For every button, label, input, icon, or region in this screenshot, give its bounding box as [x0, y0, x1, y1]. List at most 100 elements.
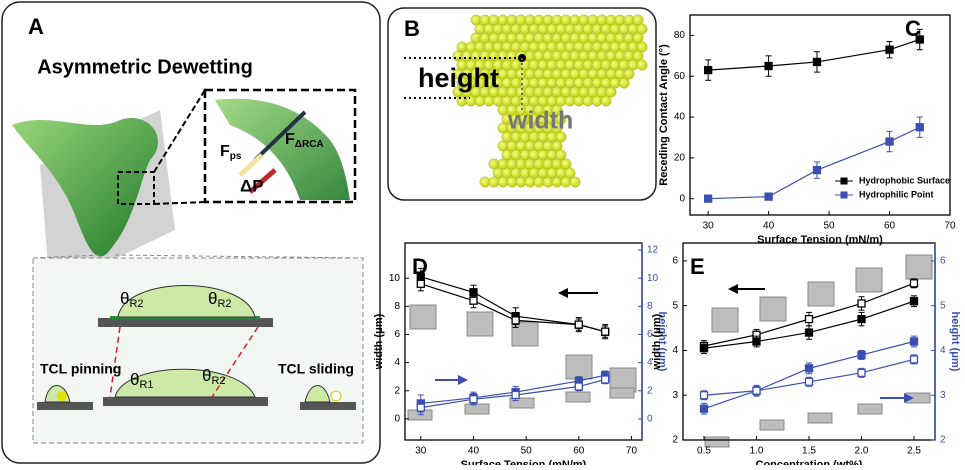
y-tick-label: 20	[674, 152, 686, 163]
marker	[512, 317, 519, 324]
marker	[705, 67, 712, 74]
y-tick-label: 4	[672, 345, 678, 356]
legend-label: Hydrophobic Surface	[859, 175, 950, 185]
figure: A Asymmetric Dewetting Fps FΔRCA ΔP θR2 …	[0, 0, 965, 465]
particle	[637, 60, 647, 70]
y-axis-title: width (μm)	[651, 313, 663, 370]
marker	[911, 338, 918, 345]
x-tick-label: 50	[521, 446, 533, 457]
y-tick-label: 6	[672, 256, 678, 267]
particle	[606, 87, 616, 97]
subscript: R2	[129, 298, 143, 310]
marker	[701, 345, 708, 352]
pressure-label: ΔP	[240, 176, 264, 195]
particle	[570, 177, 580, 187]
particle	[331, 391, 341, 401]
x-tick-label: 70	[944, 221, 956, 232]
symbol: F	[285, 131, 295, 148]
x-tick-label: 1.5	[802, 446, 816, 457]
symbol: F	[220, 143, 230, 160]
marker	[858, 300, 865, 307]
y-tick-label: 40	[674, 112, 686, 123]
plot-frame	[683, 243, 935, 440]
width-label: width	[507, 107, 573, 135]
y-tick-label: 5	[672, 300, 678, 311]
substrate	[300, 402, 356, 410]
y-tick-label: 2	[672, 435, 678, 446]
x-tick-label: 70	[626, 446, 638, 457]
y-tick-label: 3	[672, 390, 678, 401]
legend-marker	[841, 192, 848, 199]
y2-tick-label: 0	[647, 414, 653, 425]
particle	[601, 96, 611, 106]
x-tick-label: 60	[573, 446, 585, 457]
y-tick-label: 2	[394, 385, 400, 396]
marker	[470, 297, 477, 304]
marker	[806, 378, 813, 385]
marker	[858, 316, 865, 323]
x-axis-title: Surface Tension (mN/m)	[757, 234, 883, 246]
y-tick-label: 0	[394, 414, 400, 425]
particle	[624, 69, 634, 79]
marker	[701, 405, 708, 412]
subscript: ps	[230, 151, 242, 162]
x-tick-label: 50	[824, 221, 836, 232]
marker	[575, 383, 582, 390]
y2-tick-label: 12	[647, 245, 659, 256]
marker	[753, 387, 760, 394]
marker	[806, 316, 813, 323]
marker	[813, 167, 820, 174]
panel-title: Asymmetric Dewetting	[37, 56, 253, 78]
panel-label: E	[690, 254, 705, 279]
x-tick-label: 1.0	[750, 446, 764, 457]
marker	[858, 351, 865, 358]
marker	[705, 195, 712, 202]
marker	[886, 46, 893, 53]
marker	[575, 321, 582, 328]
symbol: θ	[130, 370, 139, 389]
particle	[619, 78, 629, 88]
marker	[765, 63, 772, 70]
substrate	[103, 397, 268, 406]
y-tick-label: 10	[389, 273, 401, 284]
marker	[858, 369, 865, 376]
marker	[417, 280, 424, 287]
x-axis-title: Concentration (wt%)	[756, 459, 863, 465]
panel-label: D	[412, 254, 428, 279]
subscript: R2	[211, 375, 225, 387]
particle	[57, 391, 67, 401]
y-tick-label: 4	[394, 357, 400, 368]
marker	[916, 124, 923, 131]
marker	[911, 356, 918, 363]
x-tick-label: 2.0	[855, 446, 869, 457]
y2-tick-label: 8	[647, 301, 653, 312]
subscript: R2	[217, 298, 231, 310]
y2-axis-title: height (μm)	[949, 312, 961, 372]
subscript: ΔRCA	[295, 139, 324, 150]
marker	[886, 138, 893, 145]
legend-marker	[841, 178, 848, 185]
thumbnails	[408, 255, 932, 447]
marker	[602, 328, 609, 335]
y2-tick-label: 10	[647, 273, 659, 284]
marker	[806, 365, 813, 372]
symbol: θ	[202, 366, 211, 385]
symbol: θ	[208, 289, 217, 308]
y-tick-label: 0	[679, 193, 685, 204]
marker	[911, 280, 918, 287]
x-tick-label: 0.5	[697, 446, 711, 457]
x-tick-label: 2.5	[907, 446, 921, 457]
marker	[512, 391, 519, 398]
marker	[765, 193, 772, 200]
y-tick-label: 80	[674, 30, 686, 41]
marker	[753, 338, 760, 345]
marker	[911, 298, 918, 305]
x-tick-label: 30	[703, 221, 715, 232]
legend-label: Hydrophilic Point	[859, 189, 934, 199]
x-tick-label: 40	[763, 221, 775, 232]
y-axis-title: Receding Contact Angle (°)	[658, 44, 670, 186]
height-label: height	[418, 63, 499, 93]
substrate	[37, 402, 93, 410]
y2-tick-label: 4	[940, 345, 946, 356]
subscript: R1	[139, 379, 153, 391]
